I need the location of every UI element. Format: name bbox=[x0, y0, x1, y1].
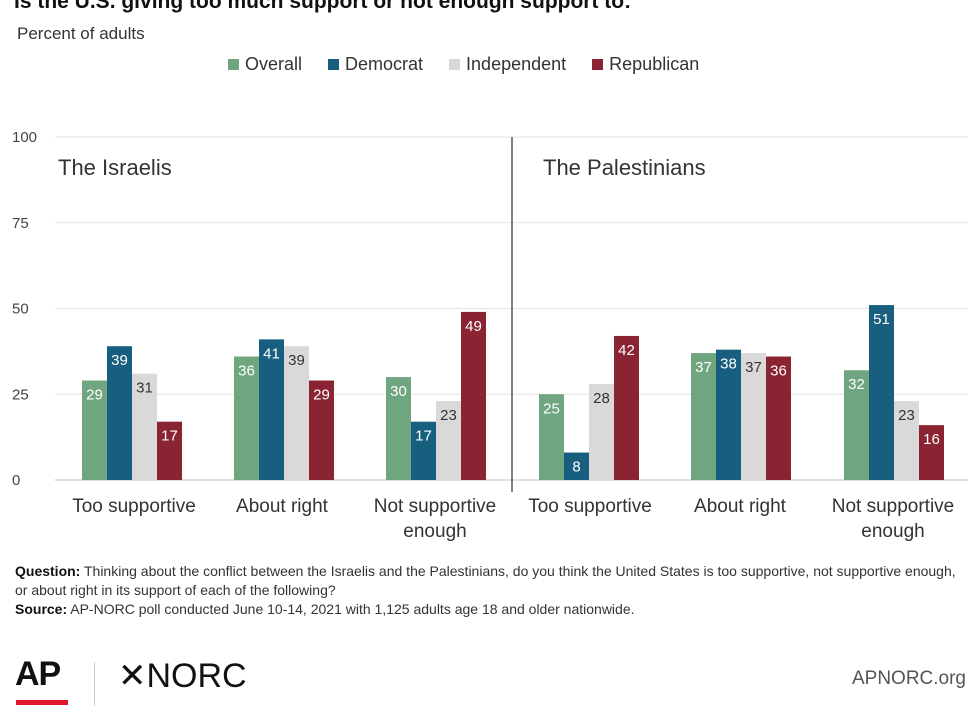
panel-title: The Palestinians bbox=[543, 155, 706, 180]
bar-value-label: 37 bbox=[745, 359, 762, 376]
bar-value-label: 23 bbox=[440, 407, 457, 424]
bar-value-label: 51 bbox=[873, 311, 890, 328]
y-tick-label: 75 bbox=[12, 215, 29, 232]
footer-notes: Question: Thinking about the conflict be… bbox=[15, 562, 965, 619]
bar bbox=[844, 370, 869, 480]
bar bbox=[411, 421, 436, 480]
panel-title: The Israelis bbox=[58, 155, 172, 180]
bar-value-label: 29 bbox=[313, 387, 330, 404]
bar bbox=[82, 380, 107, 480]
bar bbox=[716, 349, 741, 480]
bar bbox=[436, 401, 461, 480]
bar-value-label: 28 bbox=[593, 390, 610, 407]
bar-value-label: 42 bbox=[618, 342, 635, 359]
bar bbox=[869, 305, 894, 480]
bar-value-label: 39 bbox=[111, 352, 128, 369]
legend-swatch-democrat bbox=[328, 59, 340, 70]
bar bbox=[132, 373, 157, 480]
x-category-label: Too supportive bbox=[72, 496, 196, 517]
bar-value-label: 38 bbox=[720, 356, 737, 373]
ap-logo-bar bbox=[16, 700, 68, 705]
site-link[interactable]: APNORC.org bbox=[851, 668, 966, 689]
bar bbox=[386, 377, 411, 480]
ap-logo: AP bbox=[15, 655, 61, 693]
question-note: Question: Thinking about the conflict be… bbox=[15, 562, 965, 600]
legend-label-independent: Independent bbox=[466, 54, 567, 74]
bar-value-label: 37 bbox=[695, 359, 712, 376]
bar bbox=[107, 346, 132, 480]
norc-logo: ✕NORC bbox=[118, 657, 247, 695]
question-label: Question: bbox=[15, 563, 81, 579]
bar bbox=[234, 356, 259, 480]
legend-swatch-independent bbox=[449, 59, 461, 70]
bar-value-label: 36 bbox=[770, 363, 787, 380]
bar bbox=[766, 356, 791, 480]
x-category-label: Not supportive bbox=[374, 496, 497, 517]
bar bbox=[157, 421, 182, 480]
x-category-label: About right bbox=[236, 496, 329, 517]
bar-value-label: 32 bbox=[848, 376, 865, 393]
bar-chart: 0 25 50 75 100 The Israelis 29 39 31 17 Too suppor… bbox=[12, 129, 968, 542]
bar-value-label: 36 bbox=[238, 363, 255, 380]
bar bbox=[894, 401, 919, 480]
bar bbox=[691, 353, 716, 480]
bar-value-label: 41 bbox=[263, 345, 280, 362]
y-tick-label: 0 bbox=[12, 472, 20, 489]
bar bbox=[741, 353, 766, 480]
legend-label-overall: Overall bbox=[245, 54, 303, 74]
bar-value-label: 39 bbox=[288, 352, 305, 369]
chart-subtitle: Percent of adults bbox=[17, 24, 145, 43]
bar-value-label: 25 bbox=[543, 400, 560, 417]
bar-value-label: 23 bbox=[898, 407, 915, 424]
x-category-label: About right bbox=[694, 496, 787, 517]
bar-value-label: 31 bbox=[136, 380, 153, 397]
chart-title: Is the U.S. giving too much support or n… bbox=[14, 0, 632, 13]
bar bbox=[309, 380, 334, 480]
bar bbox=[589, 383, 614, 480]
source-label: Source: bbox=[15, 601, 68, 617]
legend-label-democrat: Democrat bbox=[345, 54, 424, 74]
legend-item-republican: Republican bbox=[592, 54, 699, 75]
bar bbox=[614, 335, 639, 480]
legend-label-republican: Republican bbox=[609, 54, 700, 74]
y-tick-label: 50 bbox=[12, 301, 29, 318]
bar bbox=[919, 425, 944, 480]
y-tick-label: 25 bbox=[12, 386, 29, 403]
bar bbox=[259, 339, 284, 480]
source-text: AP-NORC poll conducted June 10-14, 2021 … bbox=[70, 601, 635, 617]
logo-divider bbox=[94, 662, 95, 706]
legend-item-independent: Independent bbox=[449, 54, 566, 75]
bar-value-label: 30 bbox=[390, 383, 407, 400]
legend-item-democrat: Democrat bbox=[328, 54, 423, 75]
legend-swatch-republican bbox=[592, 59, 604, 70]
legend: Overall Democrat Independent Republican bbox=[228, 54, 725, 75]
bar-value-label: 17 bbox=[415, 428, 432, 445]
source-note: Source: AP-NORC poll conducted June 10-1… bbox=[15, 600, 965, 619]
legend-swatch-overall bbox=[228, 59, 239, 70]
bar bbox=[461, 311, 486, 480]
bar bbox=[284, 346, 309, 480]
bar-value-label: 16 bbox=[923, 431, 940, 448]
y-tick-label: 100 bbox=[12, 129, 37, 146]
legend-item-overall: Overall bbox=[228, 54, 302, 75]
bar bbox=[539, 394, 564, 480]
x-category-label: enough bbox=[861, 521, 924, 542]
bar-value-label: 17 bbox=[161, 428, 178, 445]
question-text: Thinking about the conflict between the … bbox=[15, 563, 956, 598]
bar-value-label: 49 bbox=[465, 318, 482, 335]
x-category-label: Not supportive bbox=[832, 496, 955, 517]
x-category-label: enough bbox=[403, 521, 466, 542]
x-category-label: Too supportive bbox=[528, 496, 652, 517]
bar bbox=[564, 452, 589, 480]
bar-value-label: 29 bbox=[86, 387, 103, 404]
bar-value-label: 8 bbox=[572, 459, 580, 476]
